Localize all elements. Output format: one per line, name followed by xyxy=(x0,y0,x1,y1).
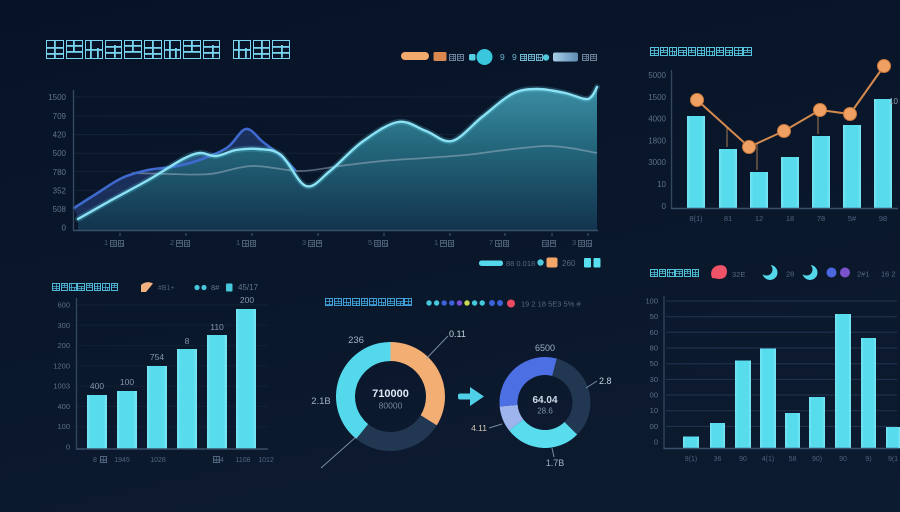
svg-text:9: 9 xyxy=(512,52,517,62)
svg-text:16 2: 16 2 xyxy=(881,270,896,279)
svg-text:64.04: 64.04 xyxy=(532,395,557,406)
svg-text:500: 500 xyxy=(53,149,67,158)
svg-text:58: 58 xyxy=(789,456,797,463)
svg-text:9(1: 9(1 xyxy=(888,456,898,463)
svg-text:100: 100 xyxy=(120,377,134,387)
svg-text:00: 00 xyxy=(650,422,658,431)
svg-text:0: 0 xyxy=(654,438,658,447)
svg-text:36: 36 xyxy=(714,456,722,463)
svg-text:8(1): 8(1) xyxy=(689,214,703,223)
svg-text:4(1): 4(1) xyxy=(762,456,774,463)
svg-text:1108: 1108 xyxy=(235,457,250,464)
svg-text:00: 00 xyxy=(650,391,658,400)
svg-text:12: 12 xyxy=(755,214,763,223)
svg-text:352: 352 xyxy=(53,186,67,195)
svg-text:710000: 710000 xyxy=(372,388,409,400)
svg-text:5#: 5# xyxy=(848,214,857,223)
svg-text:3000: 3000 xyxy=(648,158,666,167)
svg-text:30: 30 xyxy=(650,375,658,384)
svg-text:50: 50 xyxy=(650,312,658,321)
svg-text:1200: 1200 xyxy=(53,361,70,370)
svg-text:60: 60 xyxy=(650,328,658,337)
svg-text:81: 81 xyxy=(724,214,732,223)
svg-text:1.7B: 1.7B xyxy=(546,458,565,468)
svg-text:90): 90) xyxy=(812,456,822,463)
svg-text:6500: 6500 xyxy=(535,343,555,353)
svg-text:0: 0 xyxy=(662,202,667,211)
svg-text:10: 10 xyxy=(889,97,898,106)
svg-text:236: 236 xyxy=(348,335,364,346)
svg-text:9): 9) xyxy=(865,456,871,463)
svg-text:8: 8 xyxy=(93,457,97,464)
svg-text:1800: 1800 xyxy=(648,136,666,145)
svg-text:8: 8 xyxy=(185,336,190,346)
svg-text:754: 754 xyxy=(150,352,164,362)
svg-text:400: 400 xyxy=(57,402,70,411)
svg-text:1500: 1500 xyxy=(648,93,666,102)
svg-text:2.1B: 2.1B xyxy=(311,396,331,407)
svg-text:260: 260 xyxy=(562,259,576,268)
svg-text:28.6: 28.6 xyxy=(537,407,553,416)
svg-text:18: 18 xyxy=(786,214,794,223)
svg-text:50: 50 xyxy=(650,359,658,368)
svg-text:100: 100 xyxy=(645,297,658,306)
svg-text:709: 709 xyxy=(53,112,67,121)
svg-text:100: 100 xyxy=(57,422,70,431)
svg-text:0: 0 xyxy=(62,224,67,233)
svg-text:90: 90 xyxy=(839,456,847,463)
svg-text:80: 80 xyxy=(650,344,658,353)
svg-text:19 2 18 5E3 5% #: 19 2 18 5E3 5% # xyxy=(521,300,581,309)
svg-text:8#: 8# xyxy=(211,283,220,292)
svg-text:300: 300 xyxy=(57,321,70,330)
svg-text:780: 780 xyxy=(53,168,67,177)
svg-text:4.11: 4.11 xyxy=(471,423,487,433)
svg-text:9: 9 xyxy=(500,52,505,62)
svg-text:4000: 4000 xyxy=(648,115,666,124)
svg-text:0.11: 0.11 xyxy=(449,329,466,339)
svg-text:1003: 1003 xyxy=(53,382,70,391)
svg-text:508: 508 xyxy=(53,205,67,214)
svg-text:600: 600 xyxy=(57,301,70,310)
svg-text:5000: 5000 xyxy=(648,71,666,80)
svg-text:2#1: 2#1 xyxy=(857,270,870,279)
svg-text:88 0.018: 88 0.018 xyxy=(506,259,535,268)
svg-text:2.8: 2.8 xyxy=(599,376,612,386)
svg-text:400: 400 xyxy=(90,381,104,391)
svg-text:1012: 1012 xyxy=(258,457,274,464)
svg-text:420: 420 xyxy=(53,131,67,140)
svg-text:1500: 1500 xyxy=(48,93,66,102)
svg-text:110: 110 xyxy=(210,322,224,332)
svg-text:10: 10 xyxy=(657,180,666,189)
svg-text:4: 4 xyxy=(220,457,224,464)
svg-text:45/17: 45/17 xyxy=(238,283,259,292)
svg-text:0: 0 xyxy=(66,443,70,452)
svg-text:28: 28 xyxy=(786,270,794,279)
svg-text:200: 200 xyxy=(240,295,254,305)
svg-text:1028: 1028 xyxy=(150,457,166,464)
svg-text:200: 200 xyxy=(57,341,70,350)
svg-text:9(1): 9(1) xyxy=(685,456,697,463)
svg-text:98: 98 xyxy=(879,214,887,223)
svg-text:80000: 80000 xyxy=(379,401,403,411)
svg-text:32E: 32E xyxy=(732,270,745,279)
svg-text:10: 10 xyxy=(650,406,658,415)
svg-text:78: 78 xyxy=(817,214,825,223)
svg-text:90: 90 xyxy=(739,456,747,463)
svg-text:#B1+: #B1+ xyxy=(158,285,175,292)
svg-text:1945: 1945 xyxy=(114,457,130,464)
